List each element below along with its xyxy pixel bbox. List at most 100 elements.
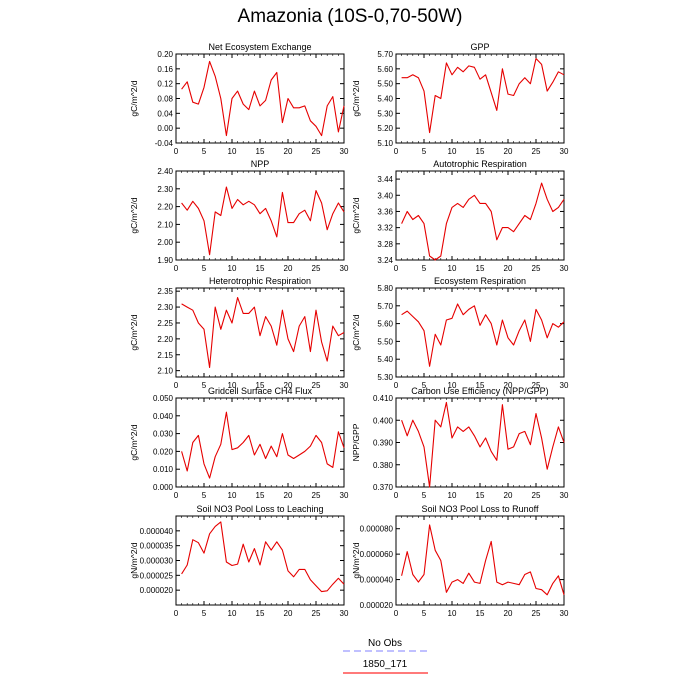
x-tick-label: 5 (202, 264, 207, 273)
y-tick-label: 0.16 (157, 65, 173, 74)
y-tick-label: 0.04 (157, 109, 173, 118)
y-tick-label: 0.000040 (140, 527, 174, 536)
y-axis-label: gC/m^2/d (129, 424, 139, 460)
x-tick-label: 10 (228, 491, 237, 500)
panel-title: Net Ecosystem Exchange (208, 42, 311, 52)
y-tick-label: 5.60 (377, 65, 393, 74)
panel-gpp: GPP 0 5 10 15 20 25 30 5.10 5.20 5.30 5.40 5.50 5.60 5… (351, 42, 569, 156)
y-tick-label: 5.50 (377, 337, 393, 346)
x-tick-label: 10 (228, 147, 237, 156)
panel-heterotrophic-respiration: Heterotrophic Respiration 0 5 10 15 20 25 30 2.1… (129, 276, 349, 390)
x-tick-label: 0 (394, 609, 399, 618)
x-tick-label: 15 (256, 147, 265, 156)
x-tick-label: 15 (476, 381, 485, 390)
y-tick-label: 5.40 (377, 355, 393, 364)
y-axis-label: gN/m^2/d (351, 542, 361, 578)
plot-frame (175, 287, 345, 378)
x-tick-label: 25 (312, 609, 321, 618)
y-axis-label: gC/m^2/d (351, 314, 361, 350)
x-tick-label: 30 (560, 491, 569, 500)
panel-title: Heterotrophic Respiration (209, 276, 311, 286)
panel-net-ecosystem-exchange: Net Ecosystem Exchange 0 5 10 15 20 25 30 -0.04 0… (129, 42, 349, 156)
y-tick-label: 2.20 (157, 203, 173, 212)
y-tick-label: 0.000035 (140, 542, 174, 551)
x-tick-label: 25 (312, 491, 321, 500)
y-tick-label: 2.35 (157, 287, 173, 296)
legend-swatches (343, 650, 428, 674)
x-tick-label: 20 (504, 491, 513, 500)
y-tick-label: 0.410 (373, 394, 394, 403)
y-tick-label: 2.30 (157, 185, 173, 194)
y-tick-label: 0.050 (153, 394, 174, 403)
y-tick-label: 5.60 (377, 320, 393, 329)
x-tick-label: 0 (394, 264, 399, 273)
panel-title: Soil NO3 Pool Loss to Runoff (422, 504, 539, 514)
x-tick-label: 5 (202, 609, 207, 618)
series-line-1850-171 (401, 303, 565, 367)
x-tick-label: 10 (448, 491, 457, 500)
panel-soil-no3-pool-loss-to-leaching: Soil NO3 Pool Loss to Leaching 0 5 10 15 20 25… (129, 504, 349, 618)
y-tick-label: 3.36 (377, 207, 393, 216)
y-tick-label: 0.000030 (140, 557, 174, 566)
plot-frame (395, 170, 565, 261)
series-line-1850-171 (181, 411, 345, 479)
x-tick-label: 0 (174, 381, 179, 390)
series-line-1850-171 (401, 401, 565, 488)
x-tick-label: 20 (284, 491, 293, 500)
x-tick-label: 0 (174, 264, 179, 273)
x-tick-label: 15 (256, 491, 265, 500)
y-tick-label: 1.90 (157, 256, 173, 265)
x-tick-label: 15 (256, 381, 265, 390)
x-tick-label: 15 (476, 264, 485, 273)
y-tick-label: 2.10 (157, 367, 173, 376)
y-tick-label: 2.00 (157, 238, 173, 247)
y-axis-label: gC/m^2/d (129, 80, 139, 116)
panel-gridcell-surface-ch4-flux: Gridcell Surface CH4 Flux 0 5 10 15 20 25 30 0.0… (129, 386, 349, 500)
y-tick-label: -0.04 (155, 139, 174, 148)
y-tick-label: 2.40 (157, 167, 173, 176)
x-tick-label: 25 (532, 491, 541, 500)
figure-title: Amazonia (10S-0,70-50W) (237, 6, 463, 27)
x-tick-label: 20 (504, 609, 513, 618)
x-tick-label: 20 (284, 381, 293, 390)
y-tick-label: 5.50 (377, 80, 393, 89)
y-tick-label: 0.000060 (360, 550, 394, 559)
series-line-1850-171 (401, 182, 565, 261)
x-tick-label: 20 (504, 381, 513, 390)
panel-npp: NPP 0 5 10 15 20 25 30 1.90 2.00 2.10 2.20 2.30 2.40 g… (129, 159, 349, 273)
x-tick-label: 0 (174, 491, 179, 500)
x-tick-label: 30 (340, 381, 349, 390)
panel-title: Soil NO3 Pool Loss to Leaching (196, 504, 323, 514)
plot-frame (395, 287, 565, 378)
series-line-1850-171 (181, 186, 345, 256)
x-tick-label: 25 (532, 264, 541, 273)
x-tick-label: 0 (394, 147, 399, 156)
y-tick-label: 5.30 (377, 109, 393, 118)
y-tick-label: 0.010 (153, 465, 174, 474)
panel-autotrophic-respiration: Autotrophic Respiration 0 5 10 15 20 25 30 3.24 3… (351, 159, 569, 273)
series-line-1850-171 (401, 524, 565, 596)
y-tick-label: 3.40 (377, 191, 393, 200)
plot-frame (395, 53, 565, 144)
series-line-1850-171 (181, 296, 345, 369)
x-tick-label: 10 (228, 609, 237, 618)
y-tick-label: 2.25 (157, 319, 173, 328)
panel-carbon-use-efficiency-npp-gpp: Carbon Use Efficiency (NPP/GPP) 0 5 10 15 20 2… (351, 386, 569, 500)
x-tick-label: 30 (560, 264, 569, 273)
plot-frame (175, 397, 345, 488)
y-axis-label: gC/m^2/d (351, 197, 361, 233)
y-tick-label: 3.24 (377, 256, 393, 265)
y-tick-label: 5.40 (377, 95, 393, 104)
x-tick-label: 30 (340, 264, 349, 273)
x-tick-label: 30 (560, 147, 569, 156)
y-tick-label: 0.020 (153, 447, 174, 456)
y-tick-label: 3.32 (377, 224, 393, 233)
y-tick-label: 0.00 (157, 124, 173, 133)
x-tick-label: 10 (228, 264, 237, 273)
x-tick-label: 0 (394, 381, 399, 390)
x-tick-label: 5 (422, 609, 427, 618)
panel-title: Gridcell Surface CH4 Flux (208, 386, 313, 396)
x-tick-label: 20 (284, 264, 293, 273)
x-tick-label: 5 (422, 491, 427, 500)
x-tick-label: 0 (174, 609, 179, 618)
